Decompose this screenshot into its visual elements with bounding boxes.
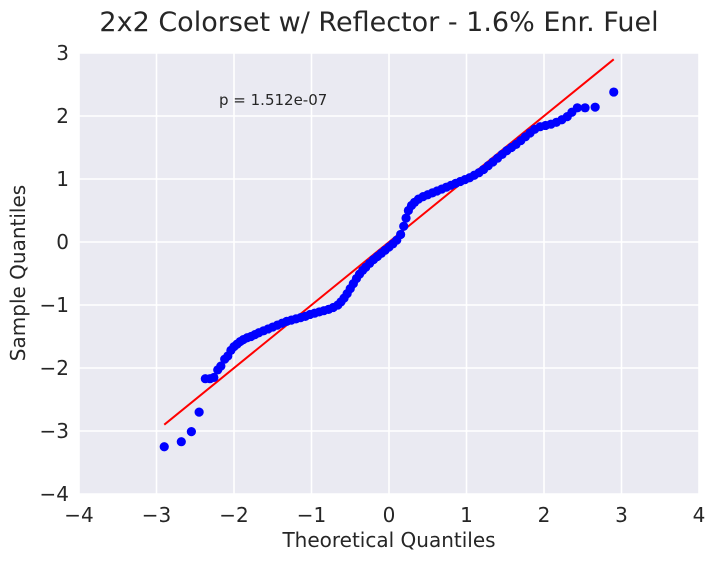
x-tick-label: −3 xyxy=(142,503,171,527)
data-point xyxy=(396,229,406,240)
x-tick-label: 2 xyxy=(538,503,551,527)
y-tick-label: −4 xyxy=(40,482,69,506)
data-point xyxy=(209,372,219,383)
data-point xyxy=(401,213,411,223)
y-tick-label: 0 xyxy=(56,230,69,254)
data-points-layer xyxy=(159,87,619,452)
x-tick-label: −4 xyxy=(64,503,93,527)
x-axis-label: Theoretical Quantiles xyxy=(281,528,495,552)
data-point xyxy=(580,103,590,113)
data-point xyxy=(186,427,196,437)
p-value-annotation: p = 1.512e-07 xyxy=(219,91,327,109)
y-tick-label: −1 xyxy=(40,293,69,317)
y-tick-label: −2 xyxy=(40,356,69,380)
data-point xyxy=(590,102,600,112)
y-tick-label: 1 xyxy=(56,167,69,191)
data-point xyxy=(159,442,169,452)
data-point xyxy=(572,103,582,113)
x-tick-label: 4 xyxy=(693,503,706,527)
x-tick-label: −2 xyxy=(219,503,248,527)
data-point xyxy=(399,221,409,231)
x-tick-label: −1 xyxy=(297,503,326,527)
x-tick-labels: −4 −3 −2 −1 0 1 2 3 4 xyxy=(64,503,705,527)
x-tick-label: 1 xyxy=(460,503,473,527)
y-tick-labels: −4 −3 −2 −1 0 1 2 3 xyxy=(40,41,69,506)
x-tick-label: 0 xyxy=(383,503,396,527)
data-point xyxy=(609,87,619,97)
y-tick-label: 2 xyxy=(56,104,69,128)
data-point xyxy=(194,407,204,417)
y-axis-label: Sample Quantiles xyxy=(6,185,30,361)
y-tick-label: 3 xyxy=(56,41,69,65)
y-tick-label: −3 xyxy=(40,419,69,443)
chart-title: 2x2 Colorset w/ Reflector - 1.6% Enr. Fu… xyxy=(99,7,658,38)
x-tick-label: 3 xyxy=(615,503,628,527)
data-point xyxy=(216,361,226,371)
data-point xyxy=(176,437,186,447)
